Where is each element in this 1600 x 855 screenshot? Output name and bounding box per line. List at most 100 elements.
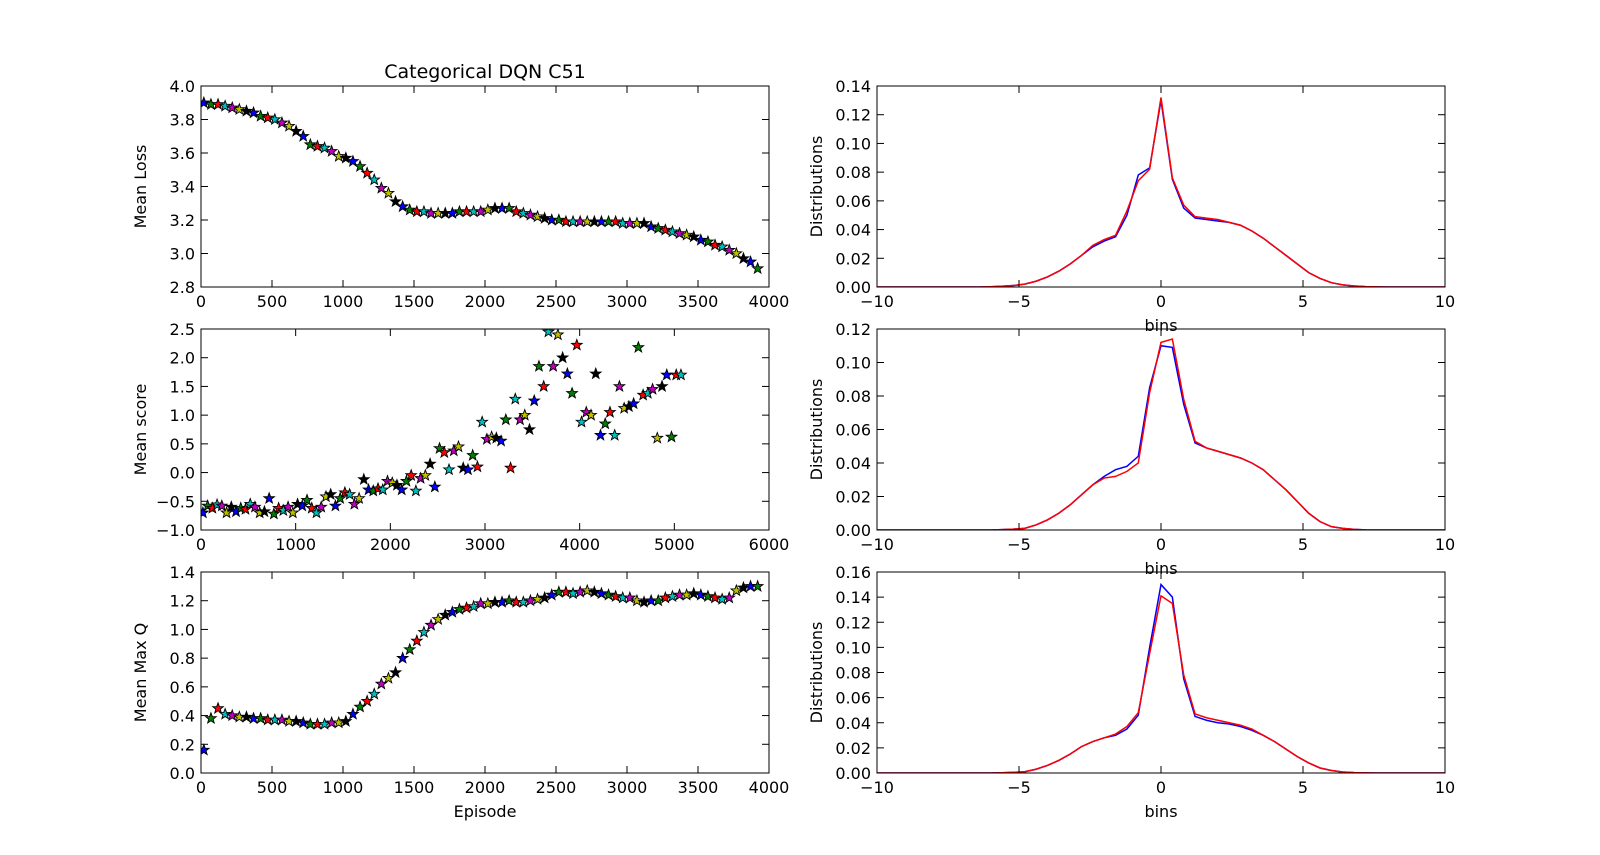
x-tick-label: 1500 [394,778,435,797]
data-point [403,203,417,216]
y-tick-label: 0.14 [835,588,871,607]
x-tick-label: 1000 [275,535,316,554]
data-point [574,415,589,428]
data-point [281,500,295,513]
data-point [655,379,669,393]
y-tick-label: 0.02 [835,739,871,758]
y-tick-label: 0.08 [835,664,871,683]
data-point [612,379,627,393]
x-tick-label: 5000 [654,535,695,554]
data-point [296,129,310,142]
subplot-loss: 0 500 1000 1500 2000 2500 3000 3500 4000 2.8 3.0 3.… [131,61,789,311]
data-point [541,329,556,338]
y-tick-label: 0.10 [835,354,871,373]
x-tick-label: 10 [1435,778,1455,797]
data-point [417,204,431,218]
data-point [418,468,432,482]
y-axis-label: Distributions [807,379,826,481]
data-point [630,593,644,607]
data-point [609,214,623,228]
data-point [715,239,729,253]
data-point [587,585,601,598]
data-point [559,585,573,598]
y-tick-label: 0.0 [170,464,195,483]
data-point [674,368,688,381]
y-axis-label: Mean Max Q [131,623,150,722]
data-point [751,579,765,592]
subplot-score: 0 1000 2000 3000 4000 5000 6000 −1.0 −0.5 0.0 0.5 1… [131,320,789,554]
data-point [631,340,645,353]
y-tick-label: 0.6 [170,678,195,697]
y-tick-label: 0.12 [835,320,871,339]
y-tick-label: 0.10 [835,638,871,657]
x-tick-label: 0 [1156,292,1166,311]
series-line-1 [877,338,1445,530]
data-point [729,583,743,597]
x-tick-label: 6000 [749,535,790,554]
y-tick-label: 2.0 [170,349,195,368]
data-point [545,588,559,601]
data-point [593,428,608,441]
data-point [722,243,736,256]
y-axis-label: Mean Loss [131,145,150,229]
subplot-dist2: −10 −5 0 5 10 0.00 0.02 0.04 0.06 0.08 0.10 0.12 Dis… [807,320,1455,578]
y-tick-label: 0.04 [835,454,871,473]
data-point [442,462,456,476]
data-point [239,710,254,723]
x-tick-label: 4000 [749,292,790,311]
data-point [680,228,694,241]
marks-loss [201,95,765,275]
y-tick-label: 3.6 [170,144,195,163]
y-tick-label: 3.2 [170,211,195,230]
data-point [665,224,680,238]
x-axis-label: bins [1144,802,1177,821]
x-tick-label: 3000 [607,292,648,311]
data-point [224,500,238,513]
data-point [282,119,296,132]
data-point [470,459,485,473]
y-tick-label: 0.08 [835,163,871,182]
marks-maxq [201,579,765,756]
data-point [499,412,513,426]
data-point [399,474,414,487]
data-point [218,99,232,112]
x-tick-label: 2000 [370,535,411,554]
x-tick-label: 1000 [323,292,364,311]
subplot-dist1: −10 −5 0 5 10 0.00 0.02 0.04 0.06 0.08 0.10 0.12 0.1… [807,77,1455,335]
x-tick-label: −10 [860,292,894,311]
data-point [609,589,623,603]
y-tick-label: 1.4 [170,563,195,582]
data-point [404,468,418,482]
y-tick-label: 0.06 [835,689,871,708]
data-point [687,229,701,243]
data-point [509,204,523,218]
data-point [352,491,366,505]
data-point [708,590,722,604]
marks-dist3 [877,582,1445,773]
y-tick-label: 0.06 [835,192,871,211]
data-point [295,498,309,512]
data-point [305,501,319,514]
y-tick-label: 0.00 [835,278,871,297]
data-point [219,505,234,519]
y-tick-label: 0.02 [835,249,871,268]
data-point [211,97,225,111]
x-tick-label: 2000 [465,778,506,797]
y-tick-label: 0.10 [835,134,871,153]
data-point [374,181,388,194]
data-point [664,430,679,443]
data-point [388,665,403,679]
y-tick-label: 0.12 [835,613,871,632]
y-tick-label: 0.00 [835,764,871,783]
data-point [502,593,516,607]
data-point [289,124,303,137]
x-tick-label: 3000 [465,535,506,554]
y-tick-label: 1.0 [170,620,195,639]
data-point [261,110,275,124]
data-point [353,159,367,172]
data-point [701,234,715,248]
x-tick-label: 5 [1298,535,1308,554]
data-point [324,487,338,500]
data-point [268,112,282,126]
data-point [556,350,570,364]
